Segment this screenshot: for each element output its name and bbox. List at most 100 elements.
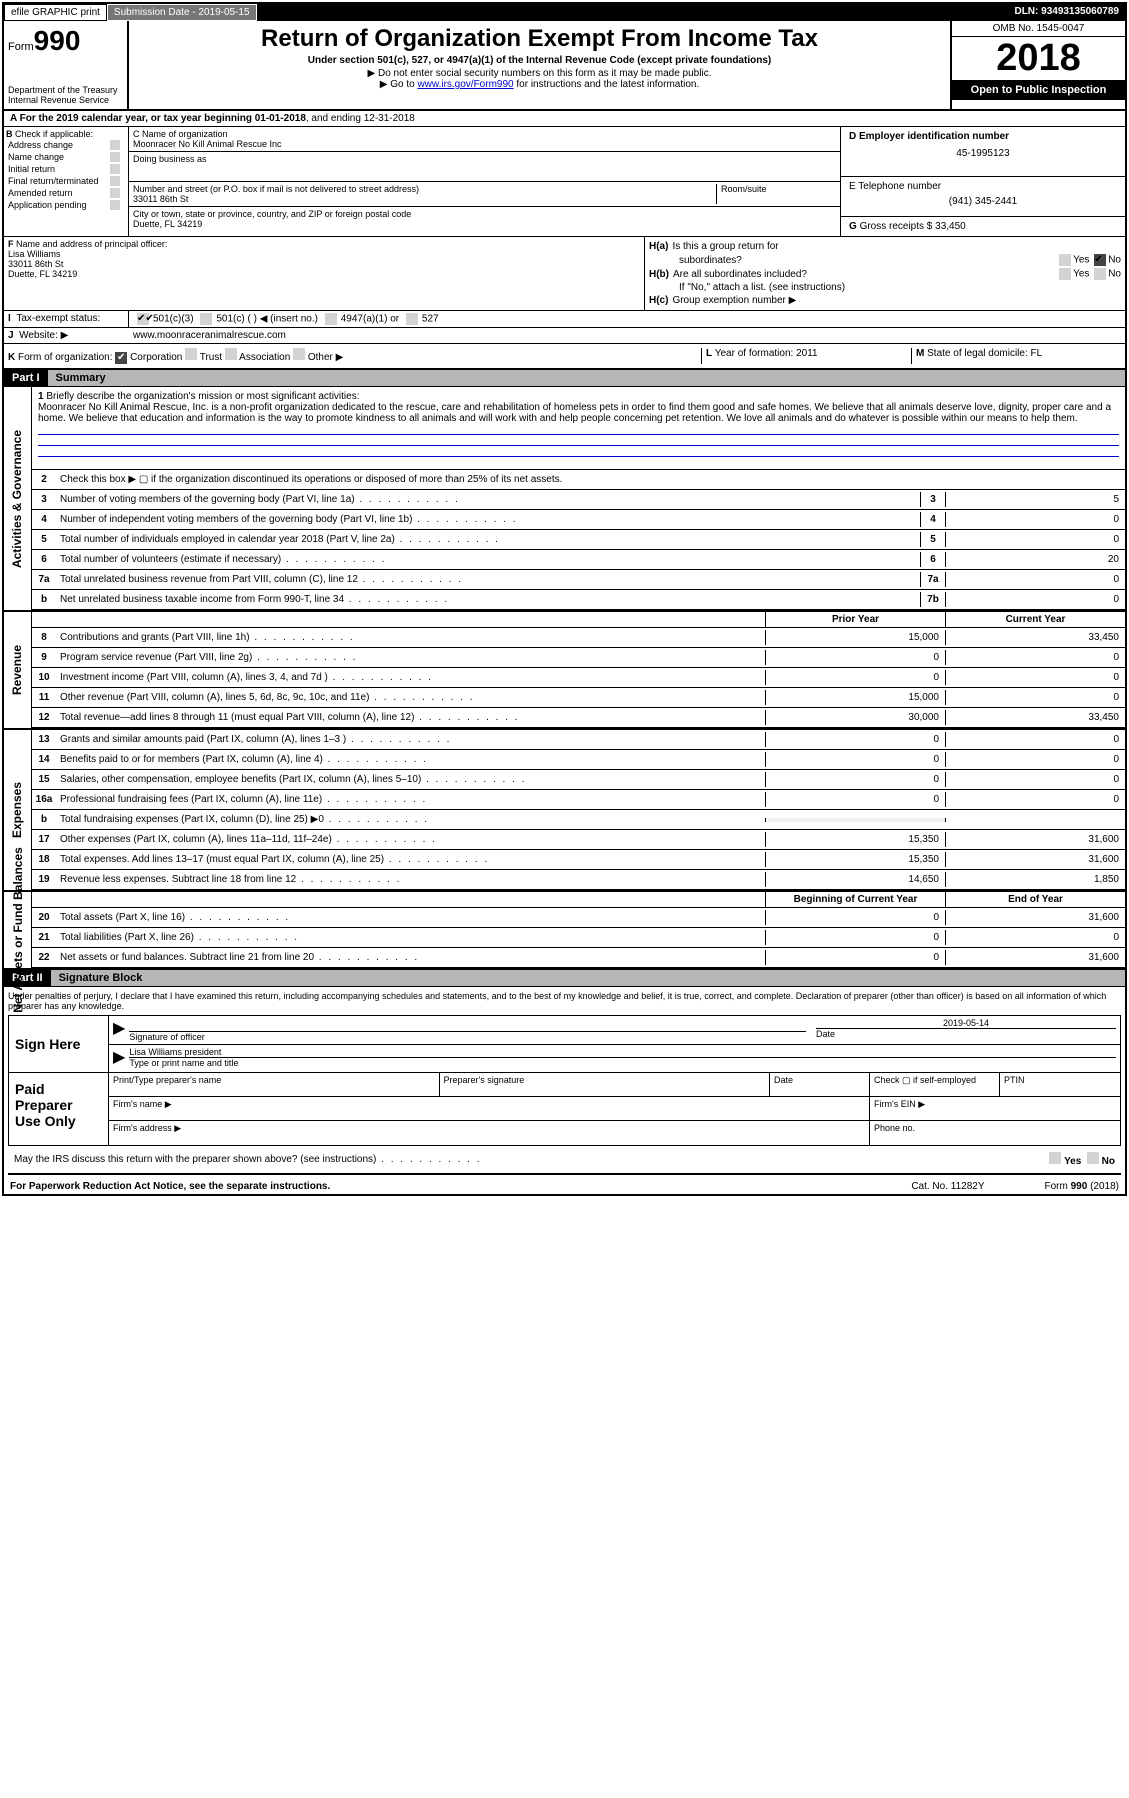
row-text: Investment income (Part VIII, column (A)… <box>56 670 765 685</box>
side-expenses-label: Expenses <box>11 782 25 838</box>
checkbox-icon[interactable] <box>110 188 120 198</box>
row-prior: 0 <box>765 752 945 767</box>
summary-row: 18Total expenses. Add lines 13–17 (must … <box>32 850 1125 870</box>
section-subtitle: Under section 501(c), 527, or 4947(a)(1)… <box>133 55 946 66</box>
header-right: OMB No. 1545-0047 2018 Open to Public In… <box>950 21 1125 109</box>
dept-treasury: Department of the Treasury <box>8 85 123 95</box>
checkbox-icon[interactable] <box>1059 254 1071 266</box>
city-val: Duette, FL 34219 <box>133 219 836 229</box>
checkbox-icon[interactable] <box>185 348 197 360</box>
chk-init-label: Initial return <box>8 164 55 174</box>
row-prior: 30,000 <box>765 710 945 725</box>
firm-name-label: Firm's name ▶ <box>109 1097 870 1120</box>
summary-row: 12Total revenue—add lines 8 through 11 (… <box>32 708 1125 728</box>
j-label: J <box>8 330 14 341</box>
irs-link[interactable]: www.irs.gov/Form990 <box>417 79 513 90</box>
row-num: 16a <box>32 792 56 807</box>
cat-no: Cat. No. 11282Y <box>911 1181 984 1192</box>
row-prior: 0 <box>765 670 945 685</box>
revenue-section: Revenue Prior YearCurrent Year 8Contribu… <box>4 612 1125 730</box>
check-name[interactable]: Name change <box>6 151 126 163</box>
row-a: A For the 2019 calendar year, or tax yea… <box>4 111 1125 127</box>
check-address[interactable]: Address change <box>6 139 126 151</box>
row-num: b <box>32 592 56 607</box>
checkbox-checked-icon[interactable]: ✔ <box>1094 254 1106 266</box>
checkbox-icon[interactable] <box>110 140 120 150</box>
checkbox-icon[interactable] <box>110 200 120 210</box>
row-val: 0 <box>945 592 1125 607</box>
website-val[interactable]: www.moonraceranimalrescue.com <box>129 328 290 343</box>
checkbox-icon[interactable] <box>1094 268 1106 280</box>
summary-row: 16aProfessional fundraising fees (Part I… <box>32 790 1125 810</box>
submission-date: Submission Date - 2019-05-15 <box>107 4 257 21</box>
part2-title: Signature Block <box>51 970 1125 986</box>
check-pending[interactable]: Application pending <box>6 199 126 211</box>
row-text: Total assets (Part X, line 16) <box>56 910 765 925</box>
check-amended[interactable]: Amended return <box>6 187 126 199</box>
may-irs-text: May the IRS discuss this return with the… <box>14 1154 482 1165</box>
officer-addr2: Duette, FL 34219 <box>8 269 640 279</box>
top-bar: efile GRAPHIC print Submission Date - 20… <box>4 4 1125 21</box>
l1-text: Briefly describe the organization's miss… <box>46 391 359 402</box>
m-label: M <box>916 348 924 359</box>
checkbox-icon[interactable] <box>110 164 120 174</box>
row-text: Total number of volunteers (estimate if … <box>56 552 920 567</box>
hc-text: Group exemption number ▶ <box>672 295 796 306</box>
header: Form990 Department of the Treasury Inter… <box>4 21 1125 111</box>
row-prior: 14,650 <box>765 872 945 887</box>
row-numcol: 3 <box>920 492 945 507</box>
checkbox-checked-icon[interactable]: ✔ <box>137 313 149 325</box>
date-label: Date <box>816 1029 835 1039</box>
hdr-end: End of Year <box>945 892 1125 907</box>
checkbox-icon[interactable] <box>1059 268 1071 280</box>
checkbox-icon[interactable] <box>110 152 120 162</box>
chk-amend-label: Amended return <box>8 188 73 198</box>
row-num: 7a <box>32 572 56 587</box>
f-label: F <box>8 239 14 249</box>
row-num: 9 <box>32 650 56 665</box>
row-text: Total unrelated business revenue from Pa… <box>56 572 920 587</box>
goto-post: for instructions and the latest informat… <box>514 79 700 90</box>
i-text: Tax-exempt status: <box>16 313 100 324</box>
summary-row: 9Program service revenue (Part VIII, lin… <box>32 648 1125 668</box>
checkbox-icon[interactable] <box>406 313 418 325</box>
b-checks: B Check if applicable: Address change Na… <box>4 127 129 236</box>
row-num: 11 <box>32 690 56 705</box>
row-text: Program service revenue (Part VIII, line… <box>56 650 765 665</box>
row-num: 8 <box>32 630 56 645</box>
row-text: Other expenses (Part IX, column (A), lin… <box>56 832 765 847</box>
hc-label: H(c) <box>649 295 668 306</box>
checkbox-icon[interactable] <box>225 348 237 360</box>
dln: DLN: 93493135060789 <box>1008 4 1125 21</box>
checkbox-checked-icon[interactable]: ✔ <box>115 352 127 364</box>
row-text: Salaries, other compensation, employee b… <box>56 772 765 787</box>
check-initial[interactable]: Initial return <box>6 163 126 175</box>
net-header: Beginning of Current YearEnd of Year <box>32 892 1125 908</box>
netassets-section: Net Assets or Fund Balances Beginning of… <box>4 892 1125 970</box>
yes-label: Yes <box>1073 255 1089 266</box>
checkbox-icon[interactable] <box>1049 1152 1061 1164</box>
checkbox-icon[interactable] <box>325 313 337 325</box>
arrow-icon: ▶ <box>113 1018 125 1042</box>
checkbox-icon[interactable] <box>200 313 212 325</box>
row-text: Total fundraising expenses (Part IX, col… <box>56 812 765 827</box>
g-val: 33,450 <box>935 221 966 232</box>
summary-row: 13Grants and similar amounts paid (Part … <box>32 730 1125 750</box>
hdr-prior: Prior Year <box>765 612 945 627</box>
row-curr: 0 <box>945 752 1125 767</box>
checkbox-icon[interactable] <box>293 348 305 360</box>
k-trust: Trust <box>200 352 222 363</box>
org-name: Moonracer No Kill Animal Rescue Inc <box>133 139 836 149</box>
l-val: 2011 <box>796 348 818 359</box>
row-numcol: 7b <box>920 592 945 607</box>
c-label: C Name of organization <box>133 129 836 139</box>
hb-label: H(b) <box>649 269 669 280</box>
omb-number: OMB No. 1545-0047 <box>952 21 1125 37</box>
check-final[interactable]: Final return/terminated <box>6 175 126 187</box>
efile-label[interactable]: efile GRAPHIC print <box>4 4 107 21</box>
part1-label: Part I <box>4 370 48 386</box>
row-text: Contributions and grants (Part VIII, lin… <box>56 630 765 645</box>
checkbox-icon[interactable] <box>110 176 120 186</box>
checkbox-icon[interactable] <box>1087 1152 1099 1164</box>
summary-row: 17Other expenses (Part IX, column (A), l… <box>32 830 1125 850</box>
